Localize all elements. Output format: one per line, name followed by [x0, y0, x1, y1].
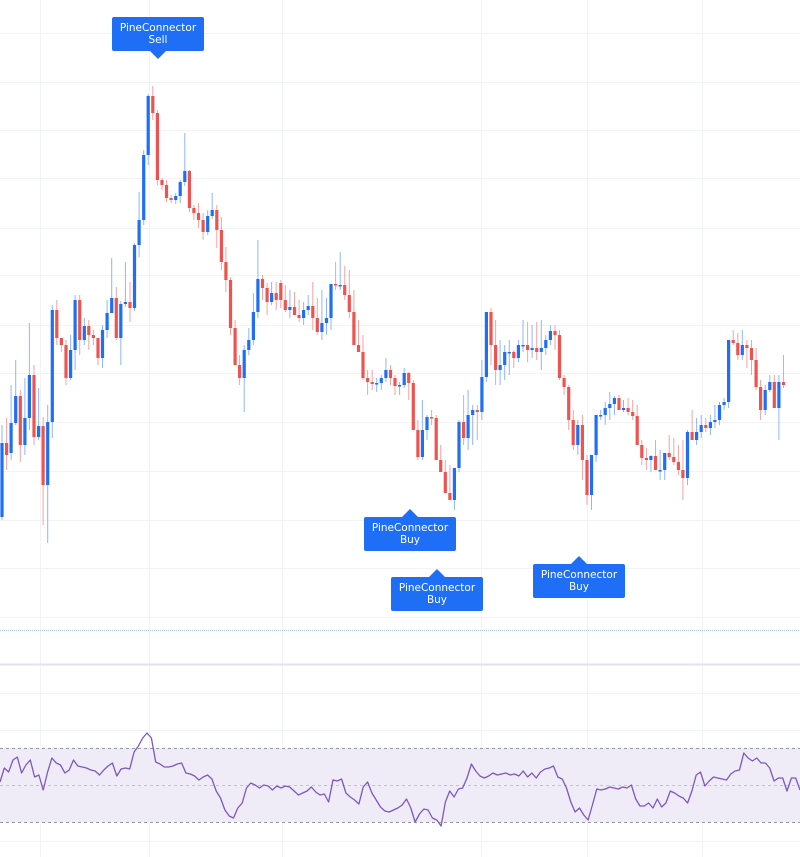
rsi-pane: [0, 732, 800, 827]
candlestick-series: [0, 86, 786, 543]
signal-label-action: Buy: [426, 594, 448, 606]
signal-label-buy[interactable]: PineConnector Buy: [533, 556, 625, 598]
arrow-up-icon: [571, 556, 587, 564]
arrow-down-icon: [150, 51, 166, 59]
signal-label-action: Buy: [399, 534, 421, 546]
rsi-line: [0, 732, 800, 827]
signal-label-title: PineConnector: [119, 22, 197, 34]
signal-label-title: PineConnector: [398, 582, 476, 594]
signal-label-buy[interactable]: PineConnector Buy: [391, 569, 483, 611]
arrow-up-icon: [402, 509, 418, 517]
signal-label-sell[interactable]: PineConnector Sell: [112, 17, 204, 59]
arrow-up-icon: [429, 569, 445, 577]
signal-label-action: Buy: [568, 581, 590, 593]
signal-label-title: PineConnector: [540, 569, 618, 581]
signal-label-buy[interactable]: PineConnector Buy: [364, 509, 456, 551]
signal-label-action: Sell: [148, 34, 168, 46]
signal-label-title: PineConnector: [371, 522, 449, 534]
